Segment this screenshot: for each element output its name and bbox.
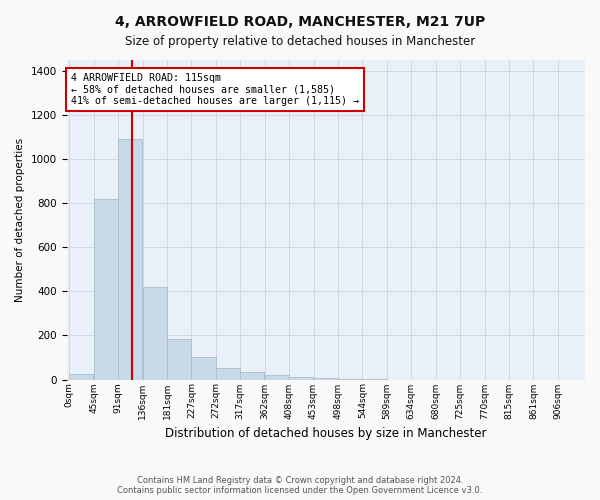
X-axis label: Distribution of detached houses by size in Manchester: Distribution of detached houses by size …	[165, 427, 487, 440]
Text: Contains HM Land Registry data © Crown copyright and database right 2024.
Contai: Contains HM Land Registry data © Crown c…	[118, 476, 482, 495]
Y-axis label: Number of detached properties: Number of detached properties	[15, 138, 25, 302]
Bar	[240, 372, 265, 380]
Bar	[265, 375, 289, 380]
Bar	[69, 374, 94, 380]
Bar	[118, 140, 142, 380]
Bar	[314, 378, 338, 380]
Bar	[167, 338, 191, 380]
Text: Size of property relative to detached houses in Manchester: Size of property relative to detached ho…	[125, 35, 475, 48]
Bar	[216, 368, 240, 380]
Bar	[94, 199, 118, 380]
Text: 4 ARROWFIELD ROAD: 115sqm
← 58% of detached houses are smaller (1,585)
41% of se: 4 ARROWFIELD ROAD: 115sqm ← 58% of detac…	[71, 73, 359, 106]
Bar	[289, 378, 313, 380]
Bar	[191, 358, 215, 380]
Bar	[143, 287, 167, 380]
Text: 4, ARROWFIELD ROAD, MANCHESTER, M21 7UP: 4, ARROWFIELD ROAD, MANCHESTER, M21 7UP	[115, 15, 485, 29]
